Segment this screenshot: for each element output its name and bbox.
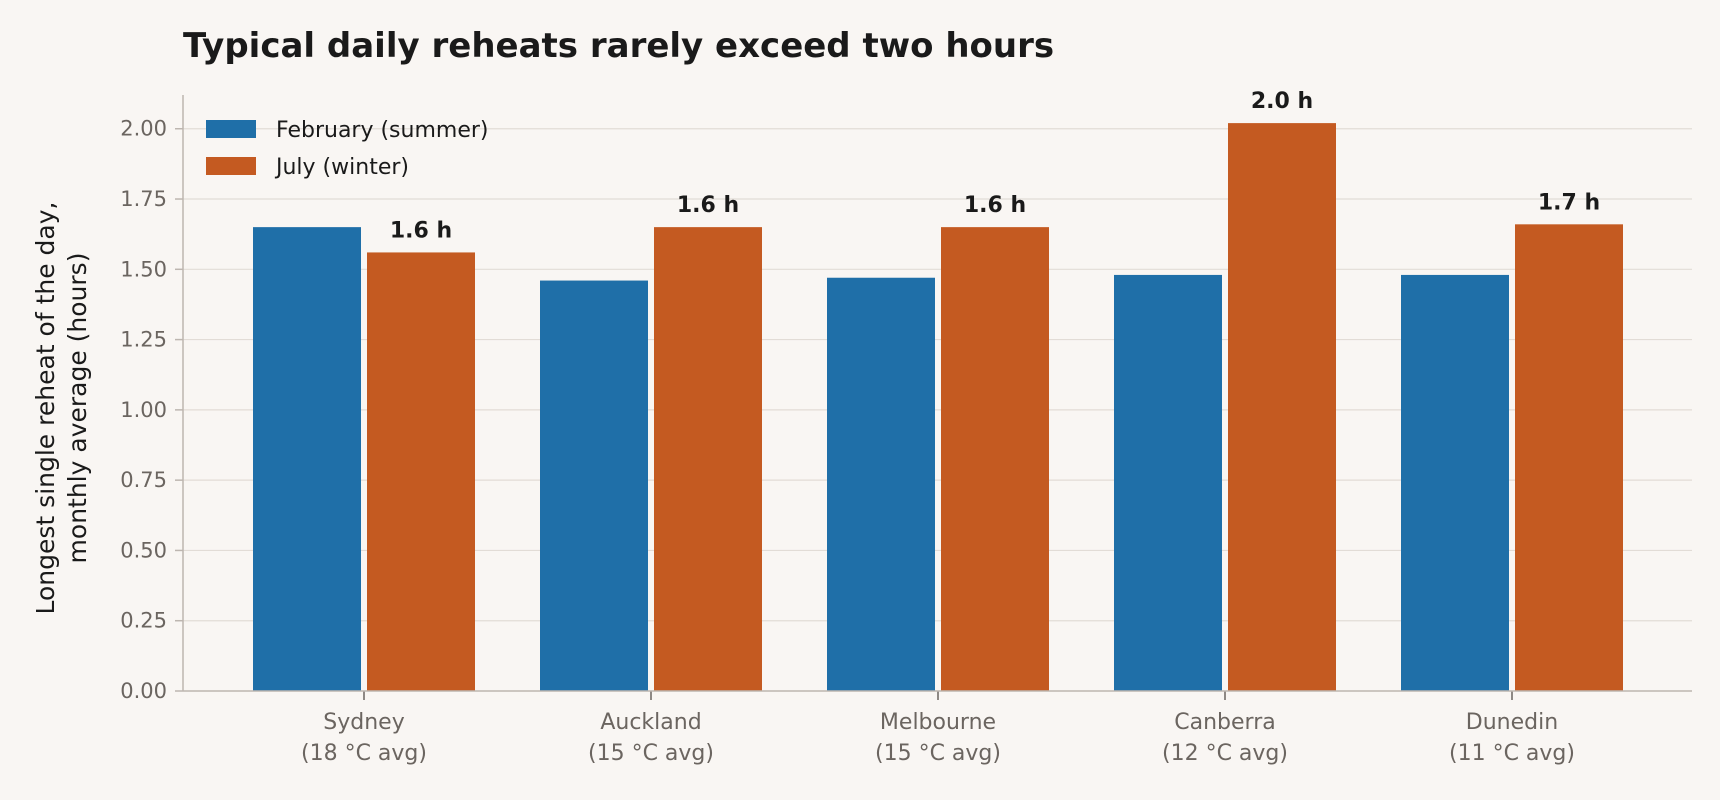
x-tick-label: (15 °C avg) [588,741,714,766]
legend: February (summer) July (winter) [206,118,489,180]
y-tick-label: 1.50 [120,257,167,281]
y-tick-label: 0.75 [120,468,167,492]
bar-february [253,227,361,691]
y-axis-ticks: 0.00 0.25 0.50 0.75 1.00 1.25 1.50 1.75 2.00 [120,117,183,703]
x-tick-label: Auckland [600,710,701,735]
bars [253,123,1623,692]
x-tick-label: Dunedin [1466,710,1558,735]
legend-label-february: February (summer) [276,118,489,143]
y-tick-label: 2.00 [120,117,167,141]
y-tick-label: 0.25 [120,609,167,633]
data-label: 1.6 h [677,193,739,218]
bar-february [1401,274,1509,691]
x-tick-label: Melbourne [880,710,996,735]
bar-july [941,227,1049,691]
x-tick-label: Canberra [1174,710,1275,735]
bar-february [827,277,935,691]
x-tick-label: (12 °C avg) [1162,741,1288,766]
chart-title: Typical daily reheats rarely exceed two … [183,26,1054,66]
y-axis-label-line-2: monthly average (hours) [63,253,92,564]
y-tick-label: 1.25 [120,328,167,352]
data-label: 1.7 h [1538,190,1600,215]
x-tick-label: (18 °C avg) [301,741,427,766]
legend-swatch-february [206,120,256,138]
y-tick-label: 1.75 [120,187,167,211]
data-label: 1.6 h [964,193,1026,218]
data-label: 2.0 h [1251,89,1313,114]
bar-july [654,227,762,691]
bar-july [1515,224,1623,692]
bar-july [367,252,475,691]
y-axis-label-line-1: Longest single reheat of the day, [31,202,60,615]
x-tick-label: Sydney [323,710,404,735]
y-axis-label: Longest single reheat of the day, monthl… [31,202,92,615]
bar-february [1114,274,1222,691]
bar-february [540,280,648,691]
legend-label-july: July (winter) [274,155,409,180]
legend-swatch-july [206,157,256,175]
bar-july [1228,123,1336,691]
x-tick-label: (15 °C avg) [875,741,1001,766]
x-axis-ticks: Sydney (18 °C avg) Auckland (15 °C avg) Melb… [301,691,1575,766]
y-tick-label: 0.50 [120,538,167,562]
data-labels: 1.6 h 1.6 h 1.6 h 2.0 h 1.7 h [390,89,1600,243]
y-tick-label: 0.00 [120,679,167,703]
y-tick-label: 1.00 [120,398,167,422]
data-label: 1.6 h [390,218,452,243]
x-tick-label: (11 °C avg) [1449,741,1575,766]
